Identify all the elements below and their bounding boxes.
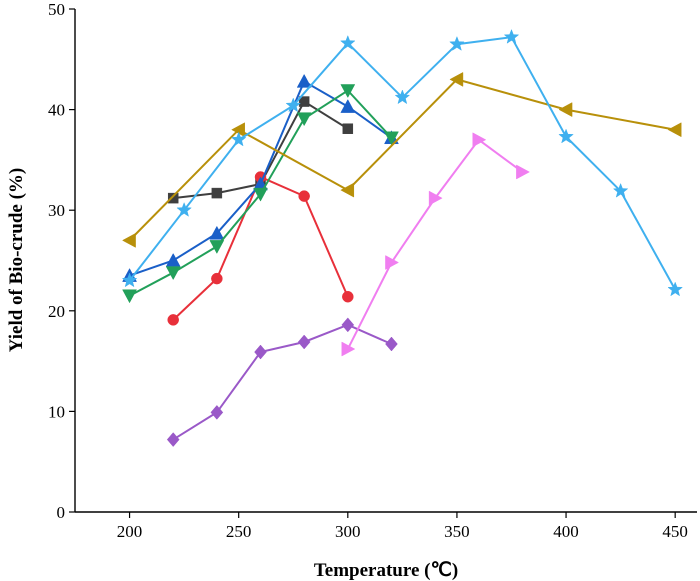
x-tick-label: 400 — [553, 522, 579, 541]
series-gold-triangle-left-line — [128, 78, 676, 242]
series-layer — [121, 28, 683, 447]
series-pink-triangle-right-point — [428, 190, 443, 206]
series-gray-square-point — [211, 187, 223, 199]
series-blue-triangle-up — [122, 73, 399, 282]
series-skyblue-star-point — [558, 128, 574, 144]
series-skyblue-star — [121, 28, 683, 297]
series-purple-diamond-point — [254, 344, 267, 360]
series-skyblue-star-point — [230, 131, 247, 147]
series-purple-diamond-point — [210, 405, 224, 420]
series-purple-diamond-point — [166, 432, 180, 447]
y-tick-label: 10 — [48, 402, 65, 421]
series-red-circle-point — [167, 314, 179, 326]
axis-ticks: 200 250 300 350 400 450 0 10 20 30 40 50 — [48, 0, 688, 541]
series-skyblue-star-point — [340, 34, 356, 50]
series-pink-triangle-right-point — [341, 341, 356, 357]
series-purple-diamond-point — [341, 317, 355, 333]
series-gold-triangle-left — [122, 72, 682, 248]
series-green-triangle-down-point — [253, 187, 268, 202]
series-green-triangle-down-point — [122, 289, 137, 304]
series-gold-triangle-left-point — [340, 182, 355, 198]
series-pink-triangle-right-point — [516, 164, 530, 180]
series-gray-square-point — [342, 123, 354, 134]
series-blue-triangle-up-point — [296, 73, 312, 88]
series-green-triangle-down-point — [165, 266, 181, 281]
series-green-triangle-down-point — [340, 84, 356, 99]
series-purple-diamond — [166, 317, 398, 447]
series-green-triangle-down-point — [384, 131, 399, 146]
x-tick-label: 200 — [117, 522, 143, 541]
series-skyblue-star-point — [121, 272, 138, 288]
series-green-triangle-down-point — [209, 240, 225, 254]
series-blue-triangle-up-point — [340, 99, 356, 113]
series-pink-triangle-right — [341, 132, 530, 357]
x-tick-label: 450 — [662, 522, 688, 541]
series-gold-triangle-left-point — [449, 72, 464, 87]
series-purple-diamond-line — [172, 323, 392, 441]
series-red-circle-point — [298, 190, 310, 202]
x-axis-title: Temperature (℃) — [314, 560, 458, 581]
series-pink-triangle-right-point — [472, 132, 487, 148]
series-green-triangle-down — [122, 84, 399, 304]
series-purple-diamond-point — [297, 334, 311, 350]
axes — [74, 9, 697, 513]
series-skyblue-star-point — [394, 89, 411, 105]
series-pink-triangle-right-line — [346, 138, 523, 350]
series-gray-square-point — [167, 192, 179, 204]
x-tick-label: 350 — [444, 522, 470, 541]
series-green-triangle-down-point — [296, 112, 312, 127]
series-skyblue-star-point — [667, 281, 683, 297]
y-tick-label: 50 — [48, 0, 65, 19]
y-tick-label: 20 — [48, 302, 65, 321]
series-red-circle-point — [211, 272, 223, 285]
series-skyblue-star-point — [612, 182, 629, 198]
series-gold-triangle-left-point — [558, 102, 573, 118]
series-gold-triangle-left-point — [122, 232, 136, 248]
series-skyblue-star-line — [128, 36, 677, 291]
series-skyblue-star-point — [449, 36, 465, 51]
series-skyblue-star-point — [503, 28, 520, 44]
x-tick-label: 250 — [226, 522, 252, 541]
series-pink-triangle-right-point — [385, 255, 399, 270]
series-gold-triangle-left-point — [667, 122, 682, 138]
series-red-circle-point — [342, 290, 354, 303]
y-tick-label: 0 — [57, 503, 66, 522]
series-gray-square-point — [298, 96, 310, 107]
series-blue-triangle-up-point — [209, 225, 225, 240]
y-axis-title: Yield of Bio-crude (%) — [6, 168, 27, 353]
series-skyblue-star-point — [176, 202, 192, 217]
series-skyblue-star-point — [285, 97, 302, 113]
y-tick-label: 40 — [48, 101, 65, 120]
series-purple-diamond-point — [385, 336, 398, 352]
x-tick-label: 300 — [335, 522, 361, 541]
series-blue-triangle-up-point — [165, 252, 181, 267]
y-tick-label: 30 — [48, 201, 65, 220]
